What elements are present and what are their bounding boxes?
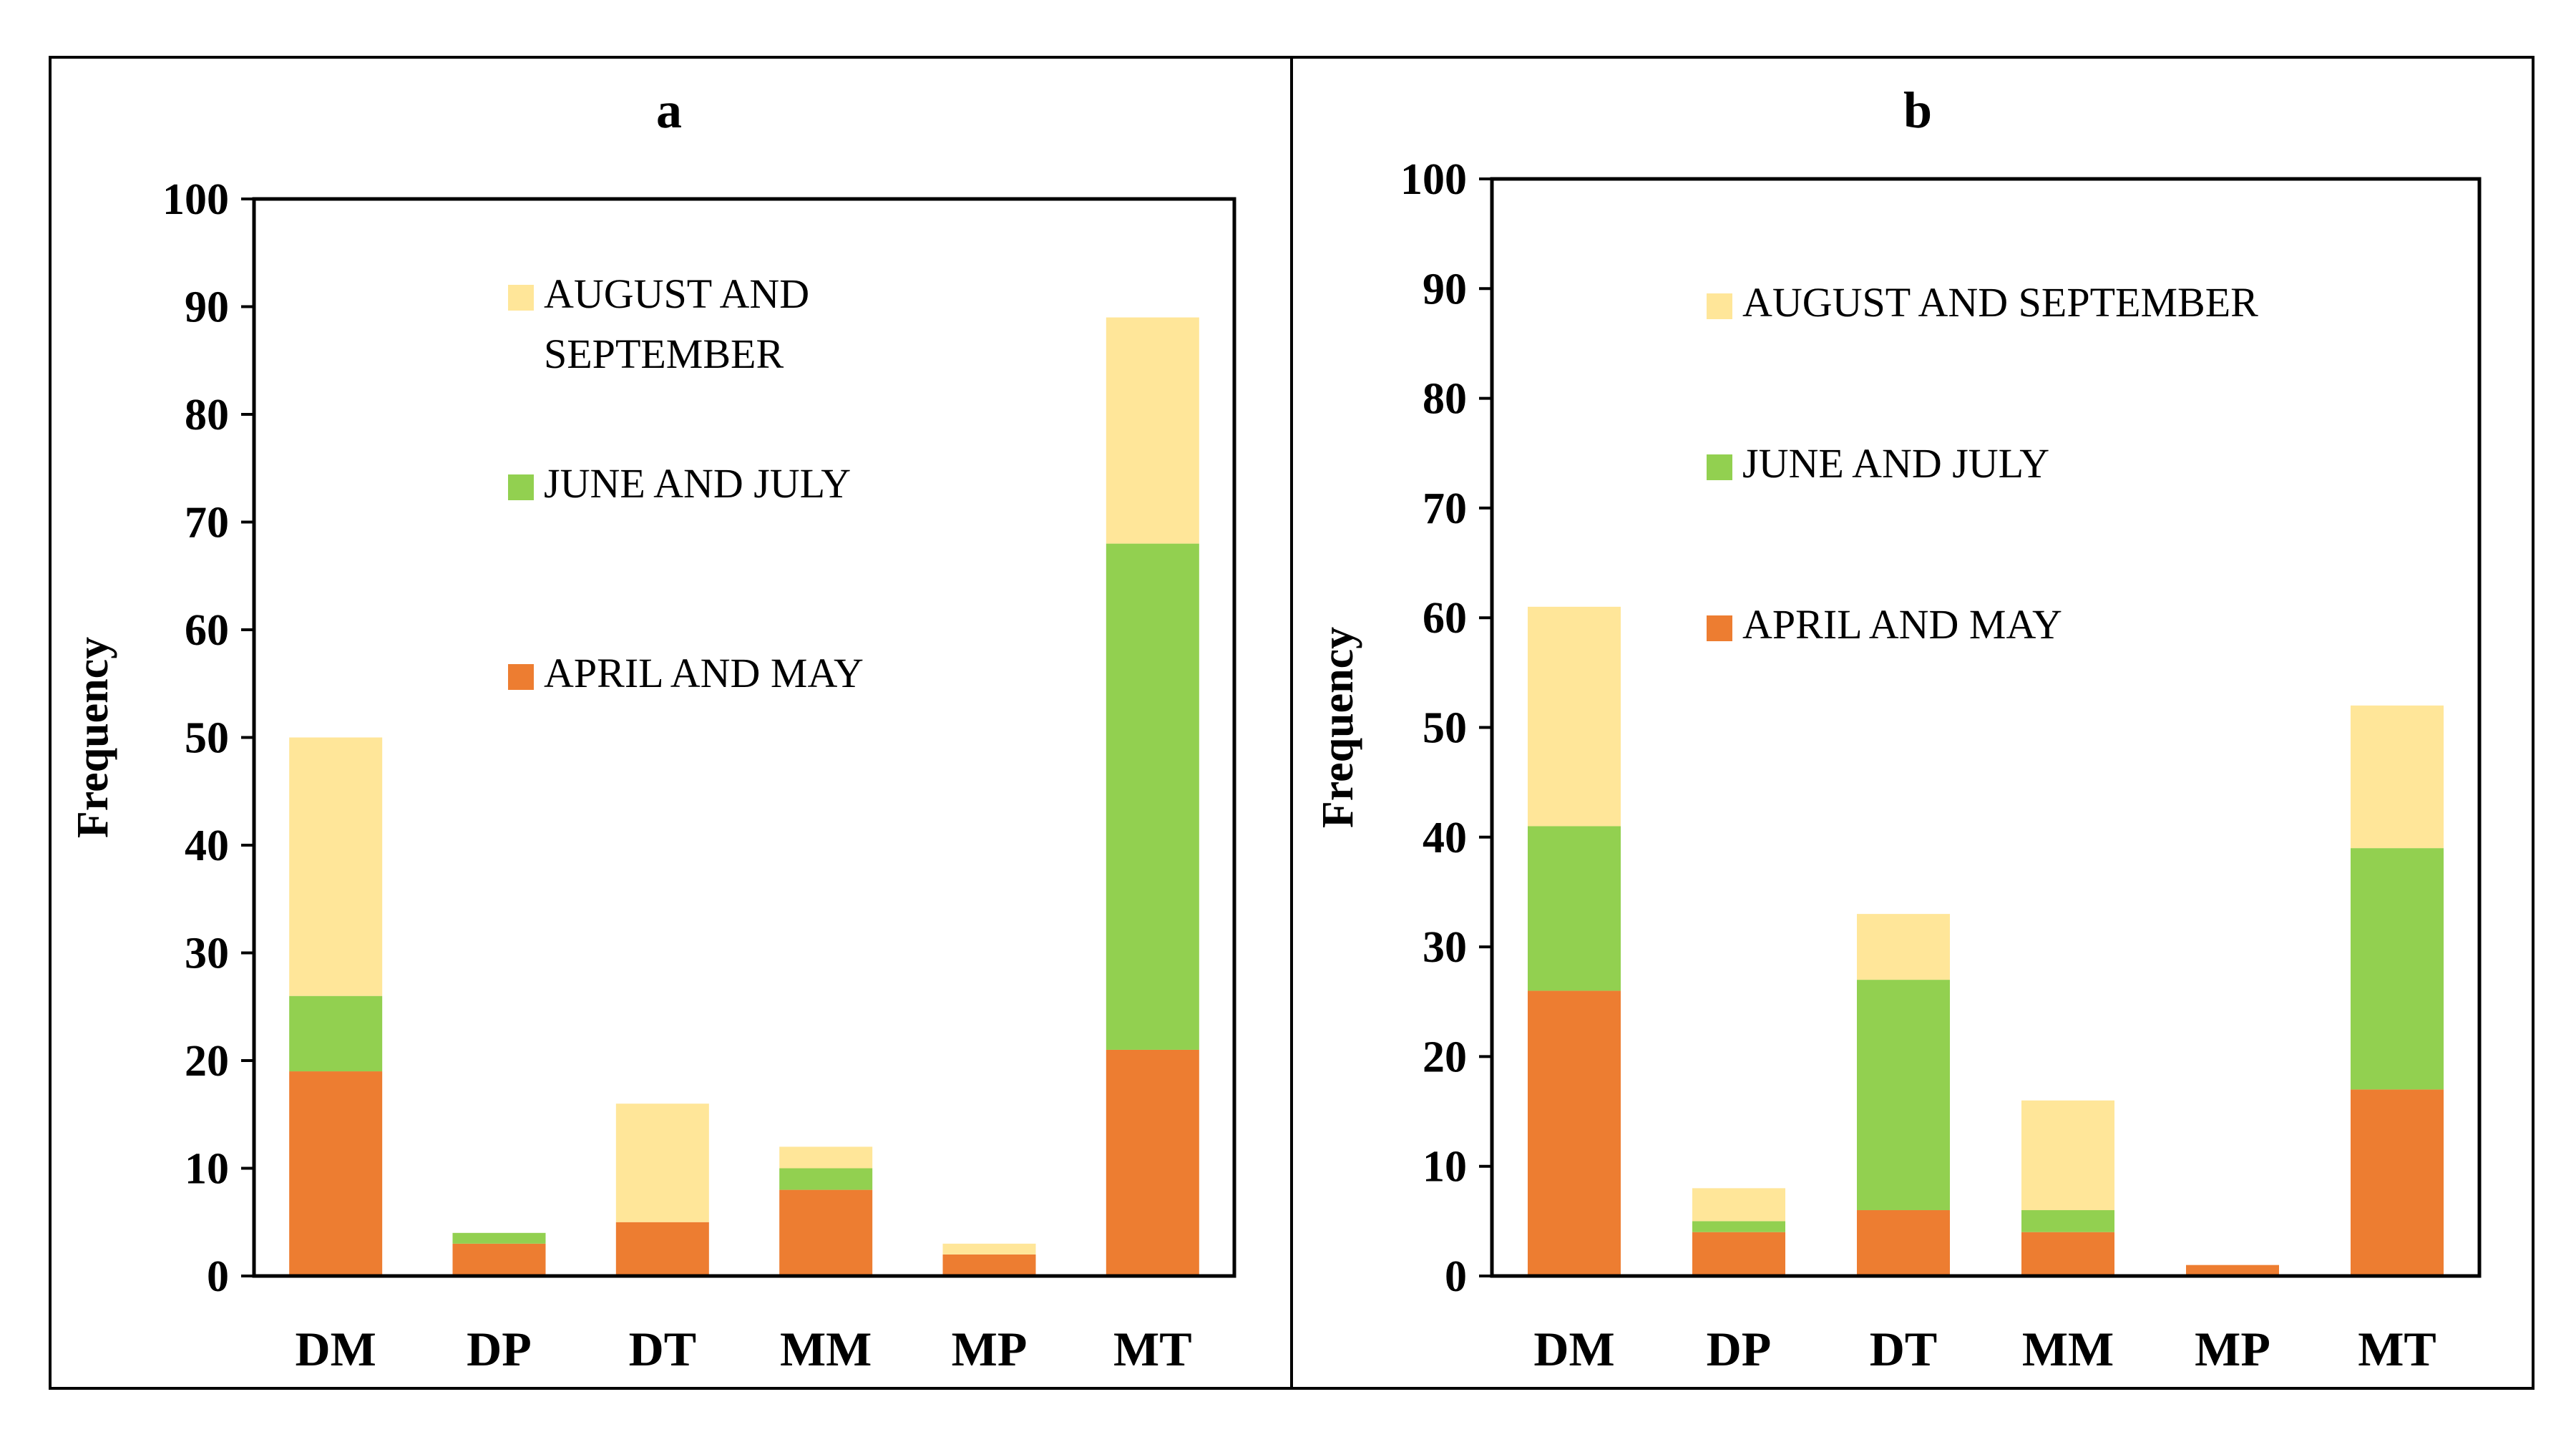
y-tick-label: 40 bbox=[185, 822, 229, 870]
panel-a: a Frequency 0 10 20 30 40 50 60 70 80 90 100 DM DP DT MM… bbox=[69, 82, 1236, 1376]
chart-title: b bbox=[1903, 82, 1932, 139]
x-tick-label: MP bbox=[952, 1322, 1028, 1376]
legend-swatch bbox=[1707, 293, 1732, 319]
x-tick-label: DP bbox=[467, 1322, 532, 1376]
bar-segment-dp-0 bbox=[452, 1243, 546, 1276]
legend: AUGUST AND SEPTEMBER JUNE AND JULY APRIL AN… bbox=[508, 271, 864, 696]
bar-segment-dm-1 bbox=[289, 995, 383, 1072]
bar-segment-dt-2 bbox=[1857, 914, 1950, 980]
legend-label: JUNE AND JULY bbox=[1742, 440, 2049, 487]
legend-swatch bbox=[508, 474, 534, 500]
legend: AUGUST AND SEPTEMBER JUNE AND JULY APRIL A… bbox=[1707, 279, 2258, 648]
x-tick-label: MT bbox=[1113, 1322, 1192, 1376]
bar-segment-mm-0 bbox=[2021, 1232, 2114, 1276]
bar-segment-mm-0 bbox=[779, 1189, 873, 1276]
bar-segment-mt-1 bbox=[1106, 543, 1199, 1050]
plot-area-border bbox=[252, 197, 1236, 1278]
bar-segment-mt-1 bbox=[2351, 848, 2444, 1090]
bar-segment-dp-1 bbox=[452, 1232, 546, 1244]
y-axis-label: Frequency bbox=[1314, 627, 1362, 828]
bar-segment-dm-1 bbox=[1528, 826, 1621, 991]
bar-segment-mt-2 bbox=[1106, 317, 1199, 544]
legend-label: JUNE AND JULY bbox=[544, 460, 851, 507]
x-tick-label: DP bbox=[1707, 1322, 1772, 1376]
y-tick-label: 60 bbox=[1423, 594, 1467, 643]
chart-title: a bbox=[656, 82, 682, 139]
bar-segment-mt-2 bbox=[2351, 705, 2444, 849]
y-tick-label: 0 bbox=[1445, 1252, 1467, 1301]
legend-label: SEPTEMBER bbox=[544, 331, 784, 377]
x-tick-label: MP bbox=[2195, 1322, 2270, 1376]
y-tick-label: 20 bbox=[185, 1037, 229, 1086]
legend-label: AUGUST AND SEPTEMBER bbox=[1742, 279, 2258, 326]
plot-area-border bbox=[1490, 177, 2482, 1278]
bar-segment-dt-0 bbox=[615, 1222, 709, 1276]
bar-segment-dm-2 bbox=[1528, 606, 1621, 827]
bar-segment-mt-0 bbox=[1106, 1049, 1199, 1276]
y-tick-label: 50 bbox=[185, 714, 229, 763]
bar-segment-dt-0 bbox=[1857, 1210, 1950, 1276]
y-tick-label: 0 bbox=[207, 1252, 229, 1301]
bar-segment-mm-1 bbox=[2021, 1210, 2114, 1232]
panel-b: b Frequency 0 10 20 30 40 50 60 70 80 90 100 DM DP DT MM… bbox=[1314, 82, 2482, 1376]
legend-swatch bbox=[508, 285, 534, 311]
x-tick-label: DM bbox=[296, 1322, 376, 1376]
y-tick-label: 40 bbox=[1423, 814, 1467, 862]
x-tick-label: MT bbox=[2358, 1322, 2436, 1376]
y-tick-label: 70 bbox=[185, 499, 229, 547]
legend-label: APRIL AND MAY bbox=[1742, 601, 2062, 648]
x-tick-label: MM bbox=[2022, 1322, 2114, 1376]
y-tick-label: 80 bbox=[185, 391, 229, 439]
bar-segment-mp-2 bbox=[942, 1243, 1036, 1255]
bar-segment-dm-2 bbox=[289, 737, 383, 996]
y-tick-label: 50 bbox=[1423, 704, 1467, 753]
x-tick-label: DT bbox=[1870, 1322, 1937, 1376]
y-tick-label: 30 bbox=[185, 930, 229, 978]
y-tick-label: 90 bbox=[185, 283, 229, 332]
bar-segment-dp-1 bbox=[1692, 1221, 1785, 1232]
y-tick-label: 10 bbox=[1423, 1143, 1467, 1192]
x-tick-label: MM bbox=[780, 1322, 872, 1376]
bar-segment-dp-2 bbox=[1692, 1188, 1785, 1222]
y-tick-label: 90 bbox=[1423, 265, 1467, 313]
y-tick-label: 100 bbox=[162, 175, 229, 224]
bar-segment-dm-0 bbox=[289, 1071, 383, 1276]
y-tick-label: 100 bbox=[1400, 155, 1467, 204]
bar-segment-mt-0 bbox=[2351, 1089, 2444, 1276]
bar-segment-dm-0 bbox=[1528, 990, 1621, 1276]
legend-label: AUGUST AND bbox=[544, 271, 809, 317]
y-tick-label: 70 bbox=[1423, 484, 1467, 533]
bar-segment-mp-0 bbox=[2186, 1265, 2279, 1276]
legend-swatch bbox=[1707, 454, 1732, 480]
y-tick-label: 30 bbox=[1423, 923, 1467, 972]
y-tick-label: 80 bbox=[1423, 375, 1467, 424]
y-tick-label: 20 bbox=[1423, 1033, 1467, 1081]
bar-segment-mp-0 bbox=[942, 1254, 1036, 1276]
legend-swatch bbox=[1707, 615, 1732, 641]
legend-label: APRIL AND MAY bbox=[544, 650, 864, 696]
bar-segment-dt-2 bbox=[615, 1104, 709, 1222]
bar-segment-mm-2 bbox=[779, 1146, 873, 1169]
legend-swatch bbox=[508, 664, 534, 690]
x-tick-label: DM bbox=[1533, 1322, 1614, 1376]
y-tick-label: 10 bbox=[185, 1145, 229, 1194]
bar-segment-dt-1 bbox=[1857, 980, 1950, 1211]
y-tick-label: 60 bbox=[185, 606, 229, 655]
x-tick-label: DT bbox=[629, 1322, 696, 1376]
bar-segment-mm-1 bbox=[779, 1168, 873, 1190]
bar-segment-mm-2 bbox=[2021, 1100, 2114, 1211]
bar-segment-dp-0 bbox=[1692, 1232, 1785, 1276]
y-axis-label: Frequency bbox=[69, 637, 117, 838]
